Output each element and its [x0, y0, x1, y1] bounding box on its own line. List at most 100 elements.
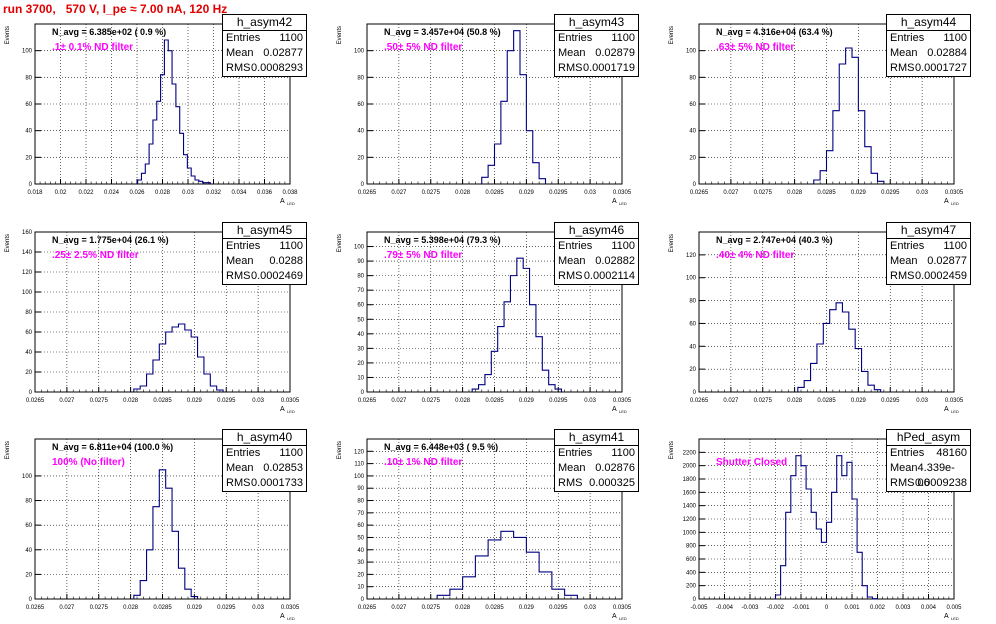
histogram-bin: [172, 531, 178, 599]
histogram-bin: [488, 165, 494, 184]
navg-label: N_avg = 6.385e+02 ( 0.9 %): [52, 27, 166, 37]
y-tick-label: 10: [357, 585, 364, 591]
x-tick-label: -0.005: [690, 605, 708, 611]
y-tick-label: 80: [357, 499, 364, 505]
histogram-name: h_asym46: [555, 223, 638, 239]
stats-entries-label: Entries: [890, 239, 924, 254]
y-tick-label: 120: [22, 270, 33, 276]
y-tick-label: 80: [25, 75, 32, 81]
stats-rms-label: RMS: [226, 61, 250, 76]
histogram-bin: [827, 151, 833, 184]
stats-entries-label: Entries: [890, 31, 924, 46]
x-tick-label: 0.0285: [153, 605, 172, 611]
histogram-bin: [542, 370, 548, 392]
histogram-bin: [507, 51, 513, 184]
histogram-bin: [178, 568, 184, 599]
x-tick-label: 0.0265: [26, 605, 45, 611]
y-tick-label: 20: [357, 155, 364, 161]
y-tick-label: 50: [357, 317, 364, 323]
x-tick-label: 0.0275: [422, 190, 441, 196]
x-tick-label: 0.027: [59, 605, 75, 611]
x-tick-label: 0.0285: [485, 398, 504, 404]
x-tick-label: 0.03: [252, 605, 264, 611]
histogram-bin: [166, 488, 172, 599]
y-tick-label: 100: [354, 474, 365, 480]
histogram-bin: [159, 470, 165, 599]
y-tick-label: 20: [357, 572, 364, 578]
histogram-name: h_asym43: [555, 15, 638, 31]
histogram-bin: [153, 360, 159, 392]
x-tick-label: 0.02: [55, 190, 67, 196]
y-tick-label: 1600: [683, 490, 697, 496]
stats-rms-value: 0.000325: [589, 476, 635, 491]
x-tick-label: 0.036: [257, 190, 273, 196]
y-tick-label: 70: [357, 288, 364, 294]
histogram-name: h_asym44: [887, 15, 970, 31]
x-tick-label: 0.028: [787, 398, 803, 404]
x-tick-label: 0.029: [519, 605, 535, 611]
y-tick-label: 0: [693, 182, 697, 188]
histogram-bin: [837, 456, 842, 599]
stats-rms-value: 0.0008293: [251, 61, 303, 76]
x-tick-label: 0.028: [787, 190, 803, 196]
y-tick-label: 0: [29, 390, 33, 396]
stats-rms-label: RMS: [890, 269, 914, 284]
histogram-bin: [495, 144, 501, 184]
y-tick-label: 60: [357, 102, 364, 108]
histogram-bin: [501, 531, 514, 599]
histogram-bin: [147, 374, 153, 392]
histogram-bin: [846, 48, 852, 184]
histogram-bin: [847, 462, 852, 599]
histogram-bin: [149, 144, 153, 184]
histogram-bin: [185, 330, 191, 392]
histogram-bin: [830, 310, 836, 392]
stats-mean-value: 0.02853: [263, 461, 303, 476]
x-tick-label: 0.0285: [817, 398, 836, 404]
stats-rms-label: RMS: [558, 61, 582, 76]
histogram-bin: [814, 180, 820, 184]
y-tick-label: 40: [689, 129, 696, 135]
x-tick-label: 0.029: [187, 398, 203, 404]
histogram-bin: [520, 75, 526, 184]
x-axis-label-subscript: LED: [951, 409, 959, 414]
y-tick-label: 40: [25, 548, 32, 554]
histogram-bin: [791, 476, 796, 599]
y-axis-label: Events: [337, 441, 343, 459]
x-tick-label: 0.03: [916, 190, 928, 196]
y-tick-label: 10: [357, 375, 364, 381]
histogram-bin: [504, 302, 510, 392]
x-tick-label: 0.0295: [217, 605, 236, 611]
stats-entries-label: Entries: [226, 446, 260, 461]
x-axis-label: A: [944, 613, 949, 620]
x-tick-label: 0.0295: [881, 398, 900, 404]
y-axis-label: Events: [337, 26, 343, 44]
histogram-bin: [816, 529, 821, 599]
histogram-bin: [862, 371, 868, 392]
y-tick-label: 70: [357, 511, 364, 517]
histogram-bin: [184, 155, 188, 184]
filter-label: .25± 2.5% ND filter: [52, 250, 139, 261]
stats-mean-value: 0.02884: [927, 46, 967, 61]
y-tick-label: 60: [689, 321, 696, 327]
stats-rms-label: RMS: [890, 476, 914, 491]
x-tick-label: 0.0285: [817, 190, 836, 196]
y-tick-label: 100: [686, 276, 697, 282]
x-tick-label: 0.0285: [153, 398, 172, 404]
